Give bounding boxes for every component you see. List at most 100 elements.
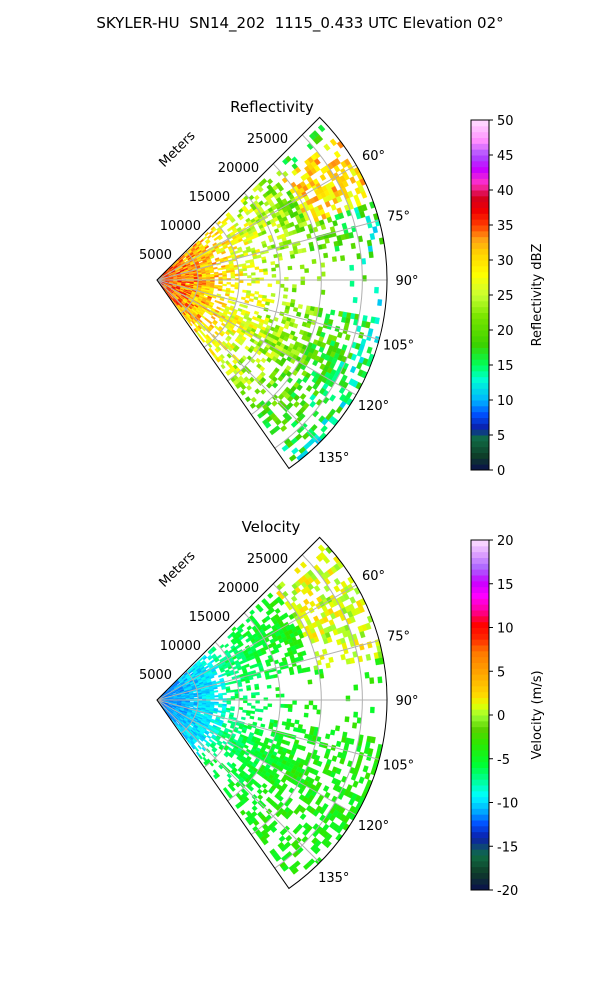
colorbar-segment — [471, 610, 489, 617]
radar-bin — [218, 696, 223, 699]
radar-bin — [251, 695, 256, 699]
radar-bin — [281, 301, 287, 306]
radar-bin — [254, 388, 261, 395]
radar-bin — [238, 215, 245, 221]
radar-bin — [374, 317, 380, 325]
radar-bin — [241, 729, 247, 734]
colorbar-segment — [471, 750, 489, 757]
radar-bin — [274, 854, 282, 862]
radar-bin — [280, 424, 288, 432]
radar-bin — [270, 292, 276, 298]
radar-bin — [201, 746, 207, 752]
colorbar-segment — [471, 674, 489, 681]
radar-bin — [280, 844, 288, 852]
radar-bin — [257, 412, 264, 419]
radar-bin — [334, 245, 340, 252]
radar-bin — [263, 268, 268, 273]
radar-bin — [319, 173, 327, 181]
radar-bin — [370, 706, 375, 714]
colorbar-segment — [471, 825, 489, 833]
colorbar-tick-label: 15 — [497, 359, 514, 374]
radar-bin — [205, 240, 211, 245]
velocity-plot: Velocity Meters 5000 10000 15000 20000 25000… — [139, 518, 545, 899]
colorbar-segment — [471, 668, 489, 675]
colorbar-segment — [471, 440, 489, 448]
colorbar-segment — [471, 720, 489, 728]
radar-bin — [222, 700, 227, 703]
azimuth-tick-label: 135° — [318, 871, 349, 886]
colorbar-segment — [471, 184, 489, 191]
colorbar-segment — [471, 306, 489, 313]
azimuth-tick-label: 90° — [395, 274, 418, 289]
colorbar-segment — [471, 732, 489, 739]
radar-bin — [246, 725, 252, 730]
radar-bin — [218, 764, 224, 770]
radar-bin — [238, 642, 244, 648]
radar-bin — [254, 266, 260, 270]
radar-bin — [247, 275, 252, 279]
radar-bin — [247, 282, 252, 286]
azimuth-tick-label: 60° — [362, 569, 385, 584]
colorbar-segment — [471, 172, 489, 179]
colorbar-tick-label: -10 — [497, 797, 518, 812]
radar-bin — [366, 753, 373, 762]
azimuth-spoke — [156, 699, 320, 863]
velocity-range-label: Meters — [157, 548, 199, 590]
radar-bin — [242, 695, 248, 699]
azimuth-spoke — [156, 279, 357, 396]
colorbar-segment — [471, 423, 489, 430]
colorbar-tick-label: 0 — [497, 464, 505, 479]
colorbar-segment — [471, 621, 489, 628]
radar-bin — [312, 809, 320, 817]
radar-bin — [249, 402, 257, 409]
radar-bin — [305, 384, 313, 392]
colorbar-segment — [471, 662, 489, 669]
radar-bin — [313, 846, 321, 855]
radar-bin — [316, 760, 323, 767]
radar-bin — [279, 581, 286, 588]
range-ring — [250, 583, 322, 835]
radar-bin — [247, 702, 252, 706]
radar-bin — [248, 785, 255, 792]
colorbar-segment — [471, 271, 489, 278]
radar-bin — [306, 233, 312, 239]
azimuth-spoke — [156, 279, 320, 443]
colorbar-segment — [471, 458, 489, 465]
velocity-panel: Velocity Meters 5000 10000 15000 20000 25000… — [0, 510, 600, 910]
radar-bin — [312, 704, 318, 710]
radar-bin — [264, 421, 272, 429]
radar-bin — [289, 722, 295, 728]
azimuth-spoke — [156, 699, 380, 761]
radar-bin — [218, 705, 223, 708]
radar-bin — [254, 708, 260, 712]
colorbar-tick-label: 10 — [497, 622, 514, 637]
sector-outline — [156, 116, 388, 470]
colorbar-segment — [471, 277, 489, 284]
radar-bin — [336, 331, 343, 339]
radar-bin — [330, 729, 336, 736]
radar-bin — [332, 220, 338, 227]
radar-bin — [348, 231, 354, 239]
radar-bin — [223, 752, 229, 758]
radar-bin — [267, 283, 273, 288]
azimuth-tick-label: 120° — [358, 399, 389, 414]
colorbar-segment — [471, 703, 489, 710]
colorbar-segment — [471, 627, 489, 634]
radar-bin — [329, 394, 337, 402]
radar-bin — [234, 695, 240, 699]
radar-bin — [242, 289, 247, 293]
colorbar-segment — [471, 709, 489, 716]
radar-bin — [296, 384, 303, 392]
radar-bin — [247, 239, 253, 244]
radar-bin — [266, 684, 272, 689]
colorbar-segment — [471, 802, 489, 809]
range-tick-label: 10000 — [160, 639, 201, 654]
colorbar-segment — [471, 744, 489, 751]
radar-bin — [292, 307, 299, 313]
range-tick-label: 25000 — [247, 552, 288, 567]
radar-bin — [210, 697, 215, 699]
reflectivity-range-label: Meters — [157, 128, 199, 170]
radar-bin — [226, 690, 231, 693]
colorbar-segment — [471, 779, 489, 786]
range-tick-label: 15000 — [189, 190, 230, 205]
